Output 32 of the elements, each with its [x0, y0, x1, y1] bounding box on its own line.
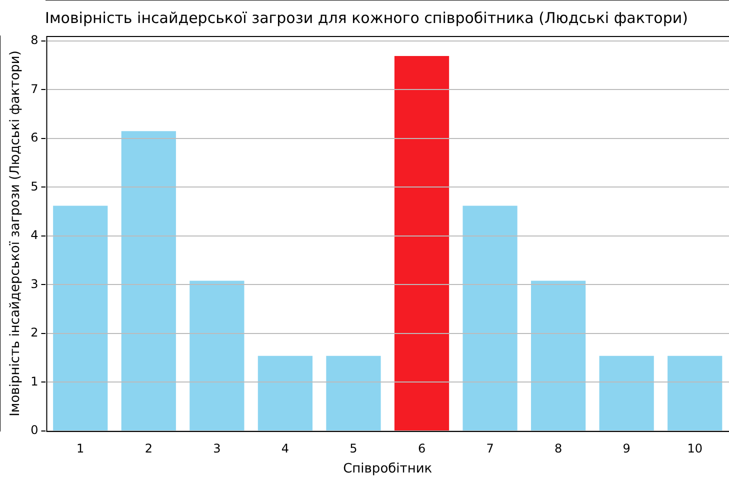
- bar: [599, 356, 654, 430]
- y-tick-label: 2: [30, 326, 38, 340]
- bar: [121, 131, 176, 430]
- bar: [394, 56, 450, 430]
- x-tick-label: 9: [622, 441, 630, 456]
- y-tick-label: 5: [30, 179, 38, 194]
- bar: [668, 356, 722, 430]
- chart-title: Імовірність інсайдерської загрози для кожного співробітника (Людські фактори): [45, 8, 688, 27]
- x-axis-title: Співробітник: [343, 462, 432, 477]
- bar: [531, 280, 586, 430]
- bar: [462, 206, 518, 430]
- x-tick-label: 6: [418, 441, 426, 456]
- y-axis-title: Імовірність інсайдерської загрози (Людські фактори): [8, 50, 24, 416]
- x-tick-label: 5: [350, 441, 358, 456]
- y-tick-label: 4: [30, 228, 38, 242]
- x-tick-label: 7: [486, 441, 494, 456]
- y-tick-label: 0: [30, 423, 38, 438]
- x-tick-label: 1: [76, 441, 84, 456]
- x-tick-label: 4: [281, 441, 290, 456]
- y-tick-label: 8: [30, 33, 38, 47]
- x-tick-label: 8: [554, 441, 562, 456]
- y-tick-label: 6: [30, 130, 38, 145]
- y-tick-label: 3: [30, 276, 38, 291]
- y-tick-label: 1: [30, 374, 38, 388]
- x-tick-label: 2: [144, 441, 152, 456]
- bar: [53, 206, 108, 430]
- x-tick-label: 3: [213, 441, 221, 456]
- bar: [190, 280, 244, 430]
- y-tick-label: 7: [30, 82, 38, 96]
- bar: [326, 356, 381, 430]
- x-tick-label: 10: [687, 441, 702, 456]
- bar: [258, 356, 313, 430]
